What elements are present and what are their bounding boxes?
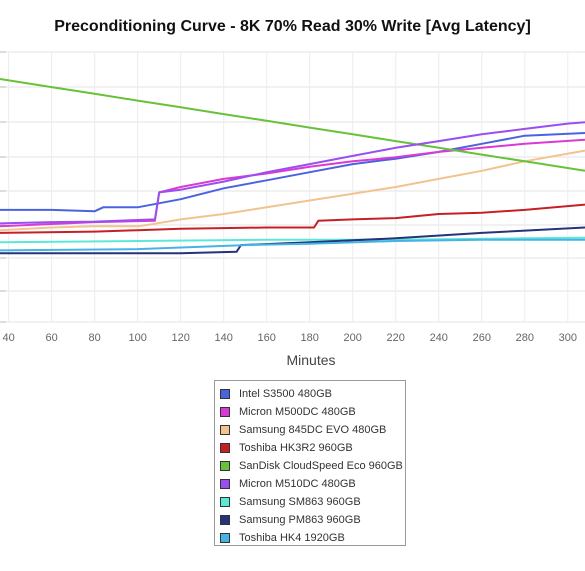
x-tick-label: 160	[258, 332, 276, 344]
x-tick-label: 260	[473, 332, 491, 344]
x-axis-label: Minutes	[286, 352, 335, 368]
legend-item[interactable]: Micron M500DC 480GB	[215, 403, 405, 421]
series-line-1	[0, 132, 585, 213]
legend-label: Samsung SM863 960GB	[239, 496, 361, 508]
series-line-5	[0, 78, 585, 172]
x-tick-label: 40	[2, 332, 14, 344]
x-tick-label: 180	[301, 332, 319, 344]
legend-item[interactable]: Samsung 845DC EVO 480GB	[215, 421, 405, 439]
legend-item[interactable]: Samsung PM863 960GB	[215, 511, 405, 529]
legend-label: Intel S3500 480GB	[239, 388, 332, 400]
series-line-4	[0, 203, 585, 234]
legend-swatch	[220, 389, 230, 399]
chart-title: Preconditioning Curve - 8K 70% Read 30% …	[54, 18, 531, 35]
series-line-9	[0, 238, 585, 252]
x-tick-labels: 40 60 80 100 120 140 160 180 200 220 240 260 280 300	[2, 332, 576, 344]
x-tick-label: 100	[128, 332, 146, 344]
legend-label: Micron M500DC 480GB	[239, 406, 356, 418]
legend-label: Samsung 845DC EVO 480GB	[239, 424, 387, 436]
series-line-7	[0, 236, 585, 244]
legend-label: Micron M510DC 480GB	[239, 478, 356, 490]
x-tick-label: 240	[430, 332, 448, 344]
series-line-2	[0, 138, 585, 228]
legend-label: SanDisk CloudSpeed Eco 960GB	[239, 460, 403, 472]
x-tick-label: 80	[89, 332, 101, 344]
x-tick-label: 60	[45, 332, 57, 344]
legend-swatch	[220, 533, 230, 543]
legend-item[interactable]: Toshiba HK4 1920GB	[215, 529, 405, 547]
legend-swatch	[220, 461, 230, 471]
legend-item[interactable]: Toshiba HK3R2 960GB	[215, 439, 405, 457]
x-tick-label: 120	[171, 332, 189, 344]
x-tick-label: 140	[214, 332, 232, 344]
legend-item[interactable]: Samsung SM863 960GB	[215, 493, 405, 511]
legend-swatch	[220, 515, 230, 525]
series-layer	[0, 78, 585, 255]
legend: Intel S3500 480GB Micron M500DC 480GB Sams…	[214, 380, 406, 546]
legend-swatch	[220, 425, 230, 435]
legend-item[interactable]: Micron M510DC 480GB	[215, 475, 405, 493]
x-tick-label: 220	[387, 332, 405, 344]
series-line-3	[0, 149, 585, 232]
grid-layer	[0, 51, 585, 323]
legend-swatch	[220, 479, 230, 489]
legend-label: Toshiba HK4 1920GB	[239, 532, 345, 544]
legend-swatch	[220, 497, 230, 507]
x-tick-label: 280	[516, 332, 534, 344]
legend-label: Toshiba HK3R2 960GB	[239, 442, 353, 454]
series-line-6	[0, 121, 585, 225]
legend-swatch	[220, 443, 230, 453]
legend-swatch	[220, 407, 230, 417]
legend-label: Samsung PM863 960GB	[239, 514, 361, 526]
x-tick-label: 200	[344, 332, 362, 344]
x-tick-label: 300	[559, 332, 577, 344]
legend-item[interactable]: SanDisk CloudSpeed Eco 960GB	[215, 457, 405, 475]
legend-item[interactable]: Intel S3500 480GB	[215, 385, 405, 403]
